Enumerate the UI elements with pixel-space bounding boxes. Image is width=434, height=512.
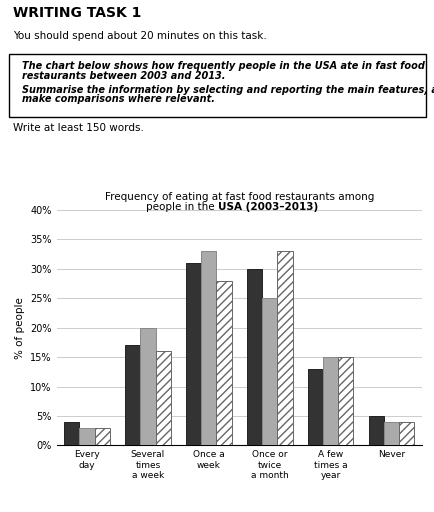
Bar: [247, 269, 261, 445]
Bar: [201, 251, 216, 445]
Text: WRITING TASK 1: WRITING TASK 1: [13, 6, 141, 20]
Text: people in the: people in the: [145, 202, 217, 212]
Text: Summarise the information by selecting and reporting the main features, and: Summarise the information by selecting a…: [22, 84, 434, 95]
Text: You should spend about 20 minutes on this task.: You should spend about 20 minutes on thi…: [13, 31, 266, 41]
Bar: [398, 422, 413, 445]
Text: The chart below shows how frequently people in the USA ate in fast food: The chart below shows how frequently peo…: [22, 61, 424, 71]
Bar: [79, 428, 95, 445]
Bar: [216, 281, 231, 445]
Bar: [64, 422, 79, 445]
Bar: [186, 263, 201, 445]
Bar: [322, 357, 338, 445]
Bar: [140, 328, 155, 445]
Bar: [125, 345, 140, 445]
Text: restaurants between 2003 and 2013.: restaurants between 2003 and 2013.: [22, 71, 225, 81]
Text: Frequency of eating at fast food restaurants among: Frequency of eating at fast food restaur…: [104, 192, 373, 202]
Bar: [277, 251, 292, 445]
Text: USA (2003–2013): USA (2003–2013): [217, 202, 317, 212]
Bar: [95, 428, 109, 445]
Bar: [368, 416, 383, 445]
FancyBboxPatch shape: [9, 54, 425, 117]
Y-axis label: % of people: % of people: [14, 297, 24, 358]
Bar: [307, 369, 322, 445]
Bar: [338, 357, 352, 445]
Bar: [155, 351, 170, 445]
Text: Write at least 150 words.: Write at least 150 words.: [13, 122, 144, 133]
Bar: [383, 422, 398, 445]
Bar: [261, 298, 277, 445]
Text: make comparisons where relevant.: make comparisons where relevant.: [22, 94, 214, 104]
